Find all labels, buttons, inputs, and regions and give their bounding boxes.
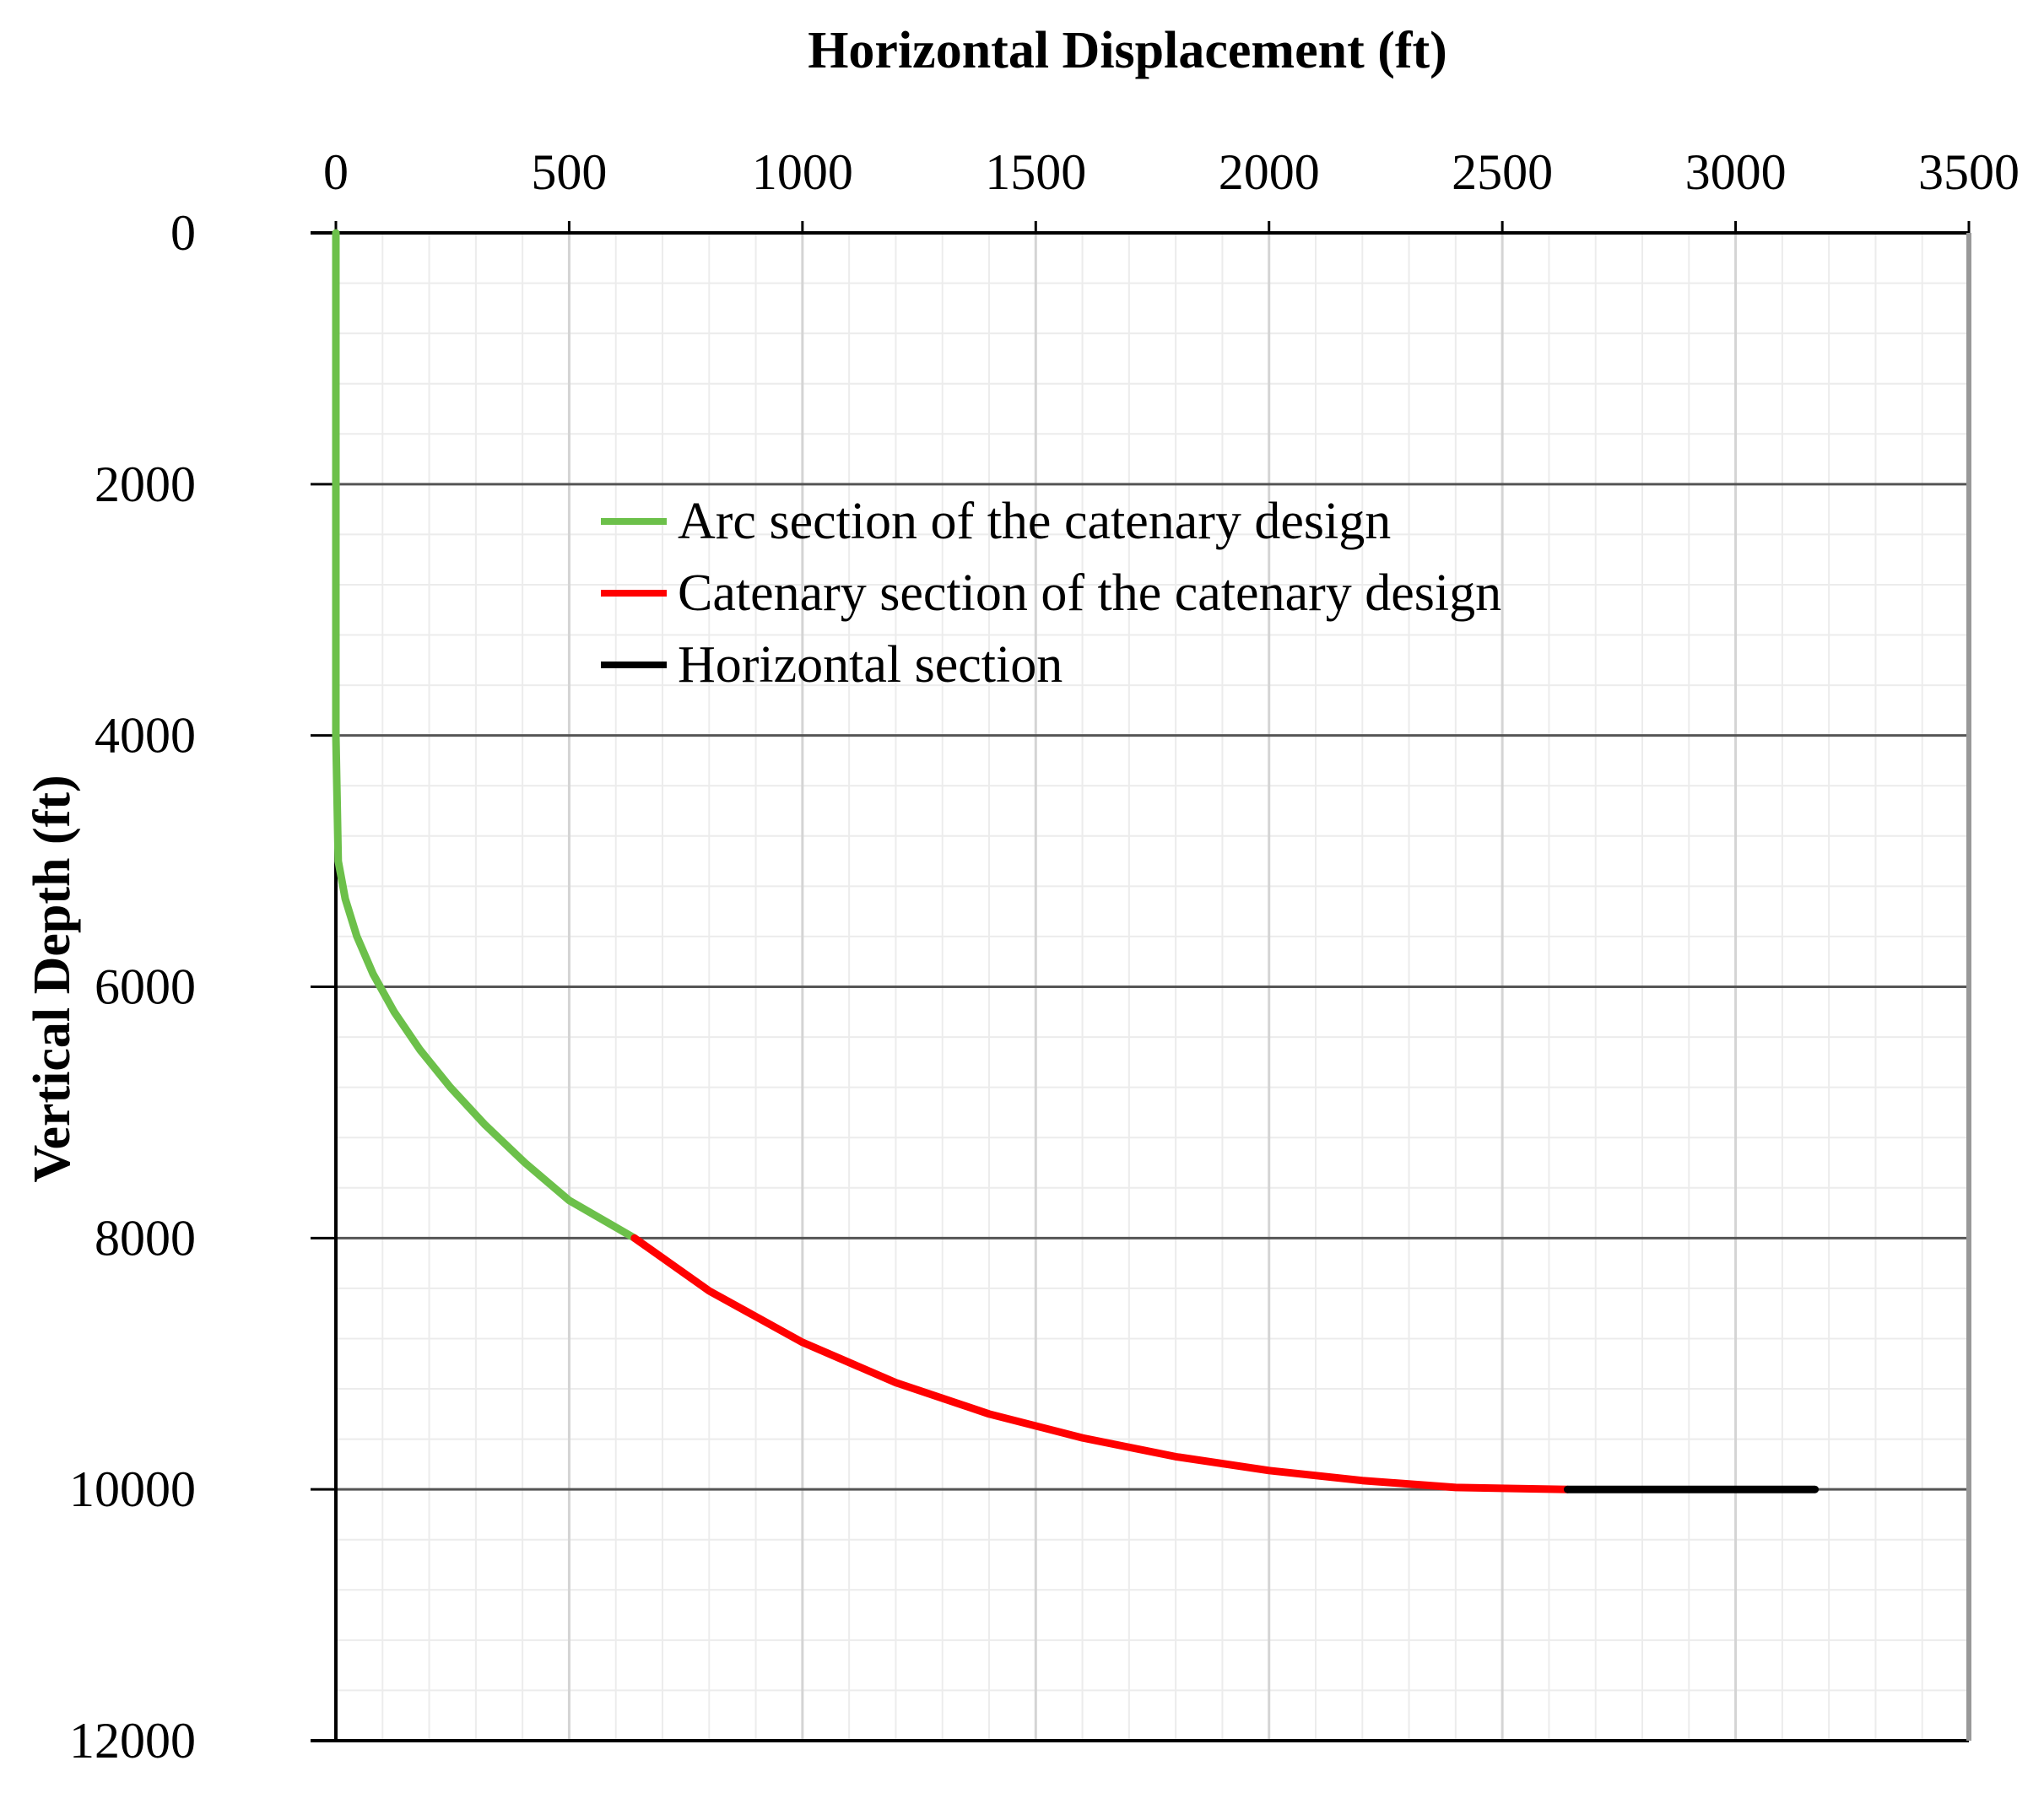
x-tick-label: 2500 — [1452, 144, 1553, 200]
x-tick-label: 2000 — [1219, 144, 1320, 200]
legend-label-arc: Arc section of the catenary design — [678, 493, 1391, 550]
x-tick-label: 1500 — [985, 144, 1086, 200]
series-arc-line — [332, 229, 639, 1242]
y-axis-title: Vertical Depth (ft) — [24, 775, 81, 1182]
x-tick-label: 0 — [323, 144, 349, 200]
y-tick-label: 6000 — [95, 959, 196, 1015]
y-tick-label: 2000 — [95, 456, 196, 512]
major-grid — [334, 231, 1971, 1742]
y-tick-label: 8000 — [95, 1210, 196, 1266]
legend: Arc section of the catenary design Caten… — [601, 493, 1501, 694]
x-tick-label: 3000 — [1685, 144, 1787, 200]
y-tick-label: 0 — [170, 205, 196, 261]
tick-labels: 0 500 1000 1500 2000 2500 3000 3500 0 2000 4000 600… — [69, 144, 2020, 1769]
x-tick-label: 3500 — [1918, 144, 2020, 200]
series-catenary-line — [630, 1234, 1571, 1493]
legend-label-catenary: Catenary section of the catenary design — [678, 564, 1501, 622]
y-tick-label: 4000 — [95, 708, 196, 764]
x-tick-label: 500 — [531, 144, 607, 200]
x-axis-title: Horizontal Displacement (ft) — [808, 22, 1447, 79]
legend-label-horizontal: Horizontal section — [678, 636, 1063, 694]
y-tick-label: 10000 — [69, 1461, 196, 1517]
x-tick-label: 1000 — [752, 144, 853, 200]
series-layer — [332, 229, 1820, 1493]
axes — [311, 221, 1971, 1742]
y-tick-label: 12000 — [69, 1713, 196, 1769]
